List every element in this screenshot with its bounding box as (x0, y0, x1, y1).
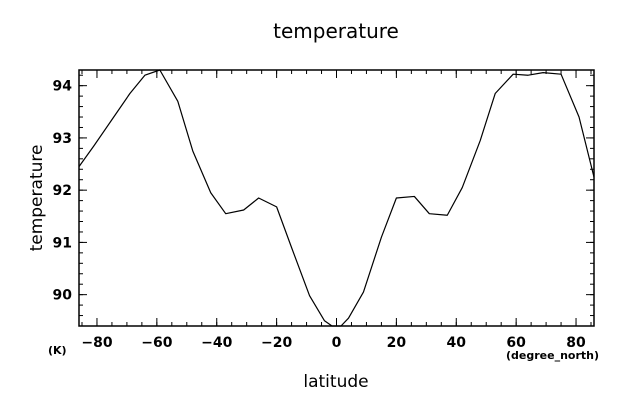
y-tick-label: 91 (53, 235, 72, 251)
x-tick-label: 0 (332, 335, 342, 351)
plot-frame (78, 69, 595, 327)
x-tick-label: 80 (566, 335, 586, 351)
axis-ticks (79, 70, 594, 327)
chart-title: temperature (273, 19, 399, 43)
x-tick-label: −40 (201, 335, 232, 351)
x-unit-label: (degree_north) (506, 349, 599, 362)
x-tick-label: 20 (387, 335, 407, 351)
x-tick-label: −20 (261, 335, 292, 351)
x-tick-label: 60 (506, 335, 526, 351)
y-axis-label: temperature (27, 145, 47, 252)
y-tick-label: 94 (53, 79, 73, 95)
y-tick-label: 90 (53, 288, 73, 304)
x-tick-label: −60 (141, 335, 172, 351)
x-tick-label: −80 (81, 335, 112, 351)
temperature-series-line (78, 69, 595, 327)
tick-labels: −80 −60 −40 −20 0 20 40 60 80 90 91 92 93 94 (53, 79, 587, 351)
y-unit-label: (K) (48, 344, 67, 357)
y-tick-label: 93 (53, 131, 72, 147)
y-tick-label: 92 (53, 183, 72, 199)
x-tick-label: 40 (447, 335, 467, 351)
x-axis-label: latitude (303, 372, 368, 392)
